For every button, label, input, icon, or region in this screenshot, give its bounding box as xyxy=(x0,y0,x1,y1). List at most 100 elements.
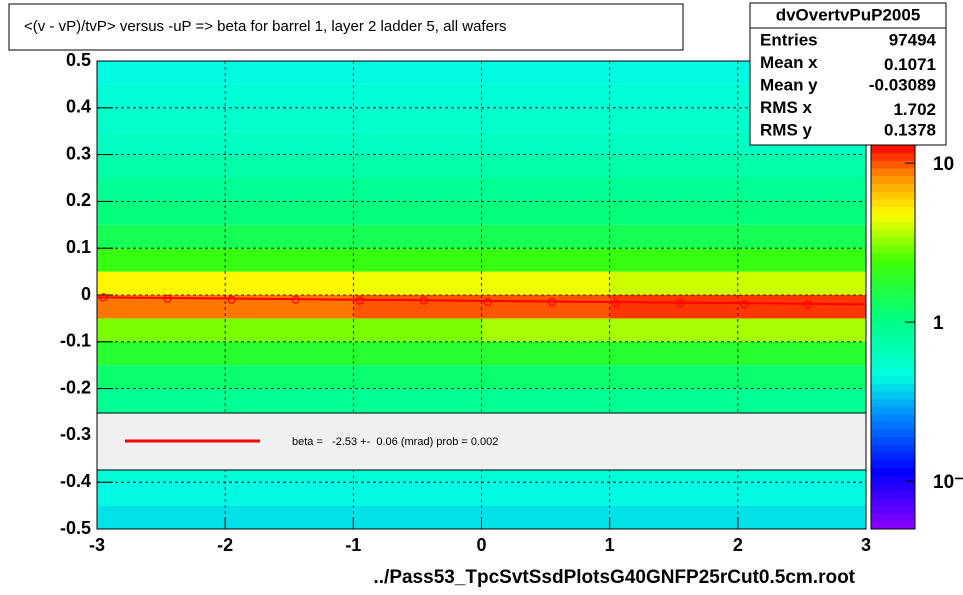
heatmap-cell xyxy=(481,341,610,366)
palette-band xyxy=(871,229,915,238)
x-tick-label: 2 xyxy=(733,535,743,555)
heatmap-cell xyxy=(97,248,226,272)
x-tick-label: -1 xyxy=(345,535,361,555)
y-tick-label: 0.4 xyxy=(66,97,91,117)
palette-band xyxy=(871,421,915,430)
heatmap-cell xyxy=(353,365,482,389)
heatmap-cell xyxy=(609,178,738,202)
palette-band xyxy=(871,275,915,284)
fit-line xyxy=(96,296,867,306)
heatmap-cell xyxy=(481,248,610,272)
heatmap-cell xyxy=(225,482,354,506)
x-tick-label: 1 xyxy=(605,535,615,555)
heatmap-cell xyxy=(737,365,866,389)
z-tick-label: 1 xyxy=(933,313,944,334)
palette-band xyxy=(871,145,915,154)
palette-band xyxy=(871,344,915,353)
heatmap-cell xyxy=(737,388,866,412)
heatmap-cell xyxy=(225,84,354,108)
heatmap-cell xyxy=(481,295,610,319)
palette-band xyxy=(871,444,915,453)
heatmap-cell xyxy=(97,341,226,366)
palette-band xyxy=(871,152,915,161)
heatmap-cell xyxy=(609,341,738,366)
heatmap-cell xyxy=(737,248,866,272)
y-tick-label: 0.5 xyxy=(66,50,91,70)
x-axis-label: ../Pass53_TpcSvtSsdPlotsG40GNFP25rCut0.5… xyxy=(373,567,855,588)
heatmap-cell xyxy=(97,178,226,202)
heatmap-cell xyxy=(97,224,226,249)
heatmap-cell xyxy=(97,388,226,412)
heatmap-cell xyxy=(737,341,866,366)
palette-band xyxy=(871,252,915,261)
heatmap-cell xyxy=(353,388,482,412)
heatmap-cell xyxy=(97,295,226,319)
heatmap-cell xyxy=(737,295,866,319)
heatmap-cell xyxy=(353,341,482,366)
heatmap-cell xyxy=(225,178,354,202)
palette-band xyxy=(871,513,915,522)
heatmap-cell xyxy=(609,295,738,319)
palette-band xyxy=(871,390,915,399)
stats-value: 1.702 xyxy=(893,100,936,119)
stats-label: Mean x xyxy=(760,53,818,72)
heatmap-cell xyxy=(353,61,482,85)
profile-point xyxy=(483,297,493,307)
palette-band xyxy=(871,244,915,254)
heatmap-cell xyxy=(737,178,866,202)
palette-band xyxy=(871,459,915,469)
heatmap-cell xyxy=(737,154,866,178)
stats-label: RMS x xyxy=(760,98,813,117)
heatmap-cell xyxy=(225,154,354,178)
heatmap-cell xyxy=(225,61,354,85)
y-tick-label: 0.2 xyxy=(66,190,91,210)
heatmap-cell xyxy=(225,505,354,529)
title-box xyxy=(8,3,684,51)
palette-band xyxy=(871,352,915,361)
palette-band xyxy=(871,521,915,530)
heatmap-cell xyxy=(737,271,866,295)
z-tick-label: 10⁻¹ xyxy=(933,472,963,493)
y-tick-label: -0.3 xyxy=(60,424,91,444)
y-tick-label: -0.1 xyxy=(60,331,91,351)
stats-label: Mean y xyxy=(760,75,818,94)
palette-band xyxy=(871,482,915,492)
palette-band xyxy=(871,313,915,323)
heatmap-cell xyxy=(225,107,354,132)
heatmap-cell xyxy=(481,365,610,389)
heatmap-cell xyxy=(225,388,354,412)
heatmap-cell xyxy=(609,154,738,178)
heatmap-cell xyxy=(97,482,226,506)
heatmap-cell xyxy=(609,271,738,295)
y-tick-label: 0.3 xyxy=(66,143,91,163)
palette-band xyxy=(871,160,915,169)
heatmap-cell xyxy=(353,178,482,202)
heatmap-cell xyxy=(353,131,482,155)
heatmap-cell xyxy=(737,224,866,249)
y-tick-label: -0.2 xyxy=(60,377,91,397)
heatmap-cell xyxy=(481,505,610,529)
heatmap-cell xyxy=(609,131,738,155)
palette-band xyxy=(871,260,915,269)
heatmap-cell xyxy=(481,201,610,225)
heatmap-cell xyxy=(353,248,482,272)
y-tick-label: 0 xyxy=(81,284,91,304)
stats-value: -0.03089 xyxy=(869,75,936,94)
heatmap-cell xyxy=(97,505,226,529)
heatmap-cell xyxy=(97,201,226,225)
legend-label: beta = -2.53 +- 0.06 (mrad) prob = 0.002 xyxy=(292,436,498,448)
palette-band xyxy=(871,168,915,177)
stats-value: 97494 xyxy=(889,30,937,49)
palette-band xyxy=(871,329,915,338)
palette-band xyxy=(871,475,915,484)
palette-band xyxy=(871,337,915,346)
palette-band xyxy=(871,175,915,184)
palette-band xyxy=(871,505,915,515)
heatmap-cell xyxy=(609,365,738,389)
heatmap-cell xyxy=(481,318,610,342)
palette-band xyxy=(871,467,915,476)
heatmap-cell xyxy=(609,107,738,132)
heatmap-cell xyxy=(609,505,738,529)
x-tick-label: 3 xyxy=(861,535,871,555)
heatmap-cell xyxy=(481,84,610,108)
